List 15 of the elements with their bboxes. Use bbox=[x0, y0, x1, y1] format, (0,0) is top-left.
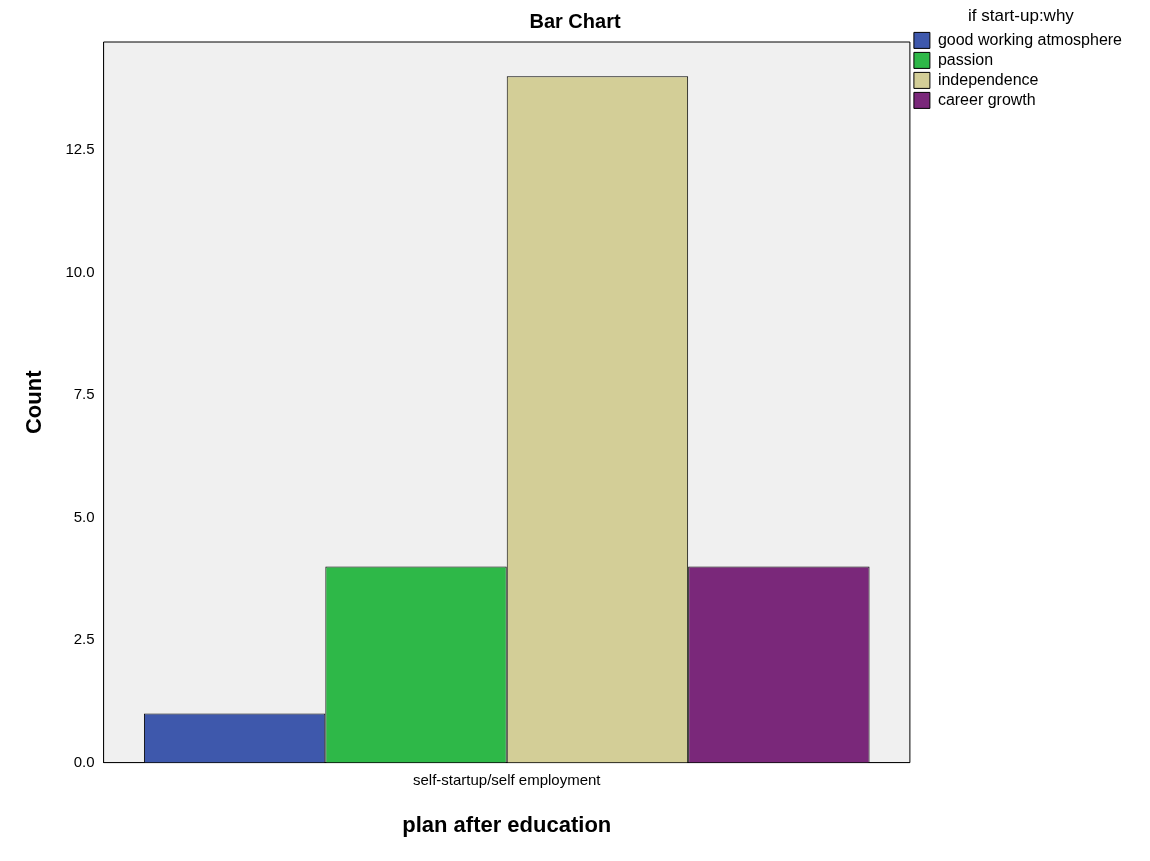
x-axis-title: plan after education bbox=[402, 811, 612, 837]
y-axis-title: Count bbox=[21, 369, 47, 435]
legend-title: if start-up:why bbox=[968, 6, 1075, 26]
legend-label: career growth bbox=[937, 90, 1036, 108]
x-tick-label: self-startup/self employment bbox=[412, 770, 602, 788]
y-tick-label: 0.0 bbox=[73, 752, 95, 770]
y-tick-label: 12.5 bbox=[65, 139, 95, 157]
y-tick-label: 7.5 bbox=[73, 385, 95, 403]
legend-label: good working atmosphere bbox=[937, 30, 1123, 48]
legend-label: passion bbox=[937, 50, 994, 68]
legend-label: independence bbox=[937, 70, 1039, 88]
y-tick-label: 5.0 bbox=[73, 507, 95, 525]
y-tick-label: 10.0 bbox=[65, 262, 95, 280]
y-tick-label: 2.5 bbox=[73, 630, 95, 648]
chart-title: Bar Chart bbox=[529, 9, 621, 32]
